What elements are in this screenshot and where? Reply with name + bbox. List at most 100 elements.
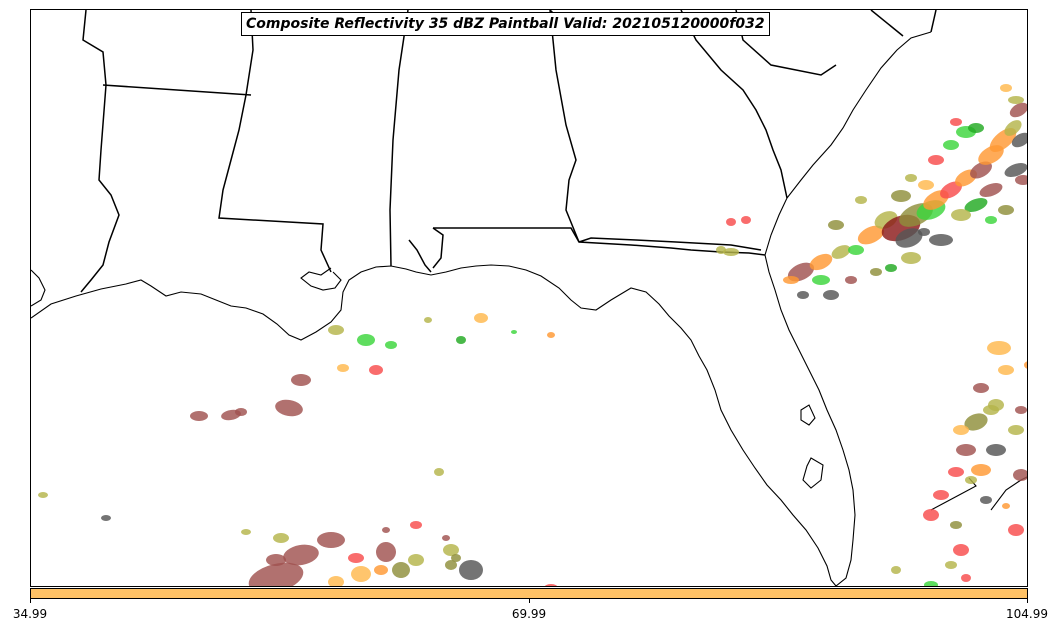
reflectivity-blob bbox=[741, 216, 751, 224]
reflectivity-blob bbox=[895, 228, 923, 248]
reflectivity-blob bbox=[357, 334, 375, 346]
reflectivity-blob bbox=[809, 253, 833, 271]
state-borders bbox=[80, 10, 937, 293]
reflectivity-blob bbox=[797, 291, 809, 299]
reflectivity-blob bbox=[369, 365, 383, 375]
reflectivity-blob bbox=[964, 198, 988, 212]
reflectivity-blob bbox=[1008, 524, 1024, 536]
reflectivity-blob bbox=[891, 190, 911, 202]
reflectivity-blob bbox=[273, 533, 289, 543]
reflectivity-blob bbox=[948, 467, 964, 477]
reflectivity-blob bbox=[1004, 163, 1027, 177]
reflectivity-blob bbox=[408, 554, 424, 566]
reflectivity-blob bbox=[1015, 175, 1027, 185]
reflectivity-blob bbox=[845, 276, 857, 284]
reflectivity-blob bbox=[983, 405, 999, 415]
reflectivity-blob bbox=[998, 365, 1014, 375]
reflectivity-blob bbox=[442, 535, 450, 541]
reflectivity-blob bbox=[857, 225, 885, 245]
reflectivity-blob bbox=[328, 325, 344, 335]
reflectivity-blob bbox=[385, 341, 397, 349]
colorbar-tick-mid bbox=[529, 599, 530, 603]
reflectivity-blob bbox=[1011, 132, 1027, 148]
reflectivity-blob bbox=[392, 562, 410, 578]
reflectivity-blob bbox=[328, 576, 344, 586]
reflectivity-blob bbox=[933, 490, 949, 500]
reflectivity-blob bbox=[317, 532, 345, 548]
reflectivity-blob bbox=[1004, 120, 1022, 136]
reflectivity-blob bbox=[956, 444, 976, 456]
reflectivity-blob bbox=[823, 290, 839, 300]
reflectivity-blob bbox=[979, 183, 1003, 197]
reflectivity-blob bbox=[998, 205, 1014, 215]
coastline bbox=[31, 31, 1027, 586]
reflectivity-blob bbox=[283, 544, 319, 566]
reflectivity-blob bbox=[275, 399, 303, 417]
colorbar-tick-right bbox=[1027, 599, 1028, 603]
colorbar-label-max: 104.99 bbox=[1006, 607, 1048, 621]
reflectivity-blob bbox=[918, 228, 930, 236]
reflectivity-blob bbox=[382, 527, 390, 533]
map-title: Composite Reflectivity 35 dBZ Paintball … bbox=[241, 12, 770, 36]
reflectivity-blob bbox=[1009, 102, 1027, 118]
reflectivity-blob bbox=[985, 216, 997, 224]
reflectivity-blob bbox=[885, 264, 897, 272]
reflectivity-blob bbox=[1008, 425, 1024, 435]
reflectivity-blob bbox=[1013, 469, 1027, 481]
reflectivity-blob bbox=[986, 444, 1006, 456]
reflectivity-blob bbox=[547, 332, 555, 338]
reflectivity-blob bbox=[964, 413, 988, 431]
reflectivity-blob bbox=[940, 181, 962, 199]
colorbar bbox=[30, 588, 1028, 599]
reflectivity-blob bbox=[474, 313, 488, 323]
reflectivity-blob bbox=[443, 544, 459, 556]
reflectivity-blob bbox=[459, 560, 483, 580]
reflectivity-blob bbox=[901, 252, 921, 264]
reflectivity-blob bbox=[980, 496, 992, 504]
reflectivity-blob bbox=[929, 234, 953, 246]
reflectivity-blob bbox=[945, 561, 957, 569]
reflectivity-blob bbox=[891, 566, 901, 574]
map-frame bbox=[30, 9, 1028, 587]
reflectivity-blob bbox=[870, 268, 882, 276]
reflectivity-blob bbox=[351, 566, 371, 582]
reflectivity-blob bbox=[434, 468, 444, 476]
reflectivity-blob bbox=[783, 276, 799, 284]
reflectivity-blob bbox=[235, 408, 247, 416]
reflectivity-blob bbox=[337, 364, 349, 372]
reflectivity-blob bbox=[1008, 96, 1024, 104]
reflectivity-blob bbox=[1002, 503, 1010, 509]
reflectivity-blob bbox=[266, 554, 286, 566]
reflectivity-blob bbox=[971, 464, 991, 476]
reflectivity-blob bbox=[1015, 406, 1027, 414]
reflectivity-blob bbox=[924, 581, 938, 586]
reflectivity-blob bbox=[918, 180, 934, 190]
reflectivity-blob bbox=[348, 553, 364, 563]
reflectivity-blob bbox=[855, 196, 867, 204]
reflectivity-blob bbox=[953, 425, 969, 435]
reflectivity-blob bbox=[424, 317, 432, 323]
reflectivity-blob bbox=[376, 542, 396, 562]
reflectivity-blob bbox=[38, 492, 48, 498]
reflectivity-blob bbox=[961, 574, 971, 582]
colorbar-label-mid: 69.99 bbox=[511, 607, 547, 621]
reflectivity-blob bbox=[723, 248, 739, 256]
reflectivity-blob bbox=[812, 275, 830, 285]
colorbar-tick-left bbox=[30, 599, 31, 603]
reflectivity-blob bbox=[973, 383, 989, 393]
reflectivity-blob bbox=[951, 209, 971, 221]
reflectivity-blob bbox=[1000, 84, 1012, 92]
reflectivity-blob bbox=[970, 161, 992, 179]
reflectivity-blob bbox=[928, 155, 944, 165]
reflectivity-blob bbox=[451, 554, 461, 562]
reflectivity-blob bbox=[511, 330, 517, 334]
reflectivity-blob bbox=[410, 521, 422, 529]
reflectivity-blob bbox=[965, 476, 977, 484]
reflectivity-blob bbox=[544, 584, 558, 586]
reflectivity-blobs bbox=[38, 84, 1027, 586]
reflectivity-blob bbox=[190, 411, 208, 421]
reflectivity-blob bbox=[374, 565, 388, 575]
reflectivity-blob bbox=[968, 123, 984, 133]
colorbar-label-min: 34.99 bbox=[12, 607, 48, 621]
reflectivity-blob bbox=[987, 341, 1011, 355]
